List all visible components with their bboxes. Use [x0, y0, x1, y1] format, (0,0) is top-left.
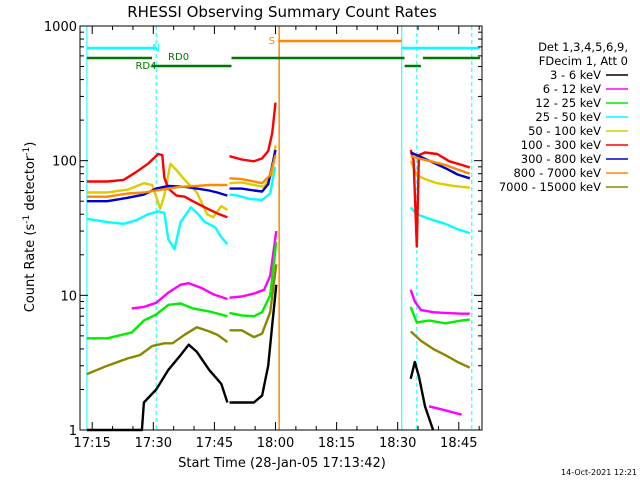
- series-line-7-seg-2: [410, 155, 471, 175]
- series-line-2-seg-2: [409, 306, 470, 325]
- y-tick-label: 1000: [44, 20, 77, 35]
- series-line-6-seg-0: [86, 184, 228, 203]
- y-axis-label-mid: detector: [23, 155, 38, 215]
- y-tick-label: 1: [69, 424, 77, 439]
- series-line-2-seg-1: [229, 241, 278, 318]
- legend-entry-label: 25 - 50 keV: [535, 110, 601, 124]
- plot-frame: [79, 25, 483, 431]
- y-axis-label-main: Count Rate (s: [23, 224, 38, 313]
- legend-entry-label: 7000 - 15000 keV: [499, 180, 601, 194]
- series-line-1-seg-1: [229, 230, 278, 299]
- series-line-5-seg-2: [409, 149, 471, 248]
- series-line-6-seg-2: [410, 151, 471, 180]
- series-line-4-seg-2: [409, 160, 470, 189]
- x-axis-label: Start Time (28-Jan-05 17:13:42): [178, 456, 386, 471]
- legend-entry-label: 12 - 25 keV: [535, 96, 601, 110]
- series-line-8-seg-2: [409, 330, 471, 369]
- series-line-0-seg-2: [409, 360, 435, 431]
- legend-entry-label: 50 - 100 keV: [528, 124, 601, 138]
- y-tick-label: 10: [60, 289, 77, 304]
- series-line-3-seg-0: [86, 206, 229, 251]
- legend-entry-label: 3 - 6 keV: [550, 68, 601, 82]
- series-line-8-seg-1: [229, 264, 278, 339]
- state-label-n: N: [152, 43, 159, 54]
- axes: 17:15 17:30 17:45 18:00 18:15 18:30 18:45 1 10 10…: [44, 20, 483, 451]
- chart-title: RHESSI Observing Summary Count Rates: [127, 3, 437, 21]
- x-tick-label: 17:30: [135, 436, 172, 451]
- state-label-rd0: RD0: [168, 52, 189, 63]
- series-line-2-seg-0: [86, 302, 228, 340]
- legend-header-line: FDecim 1, Att 0: [539, 54, 628, 68]
- y-axis-label: Count Rate (s-1 detector-1): [22, 142, 38, 313]
- series-line-8-seg-0: [86, 326, 229, 376]
- x-tick-label: 18:30: [379, 436, 416, 451]
- x-tick-label: 18:45: [440, 436, 477, 451]
- legend-entry-label: 800 - 7000 keV: [513, 166, 601, 180]
- series-line-3-seg-2: [409, 206, 471, 235]
- legend-entry-label: 6 - 12 keV: [543, 82, 601, 96]
- y-axis-label-sup1: -1: [22, 215, 32, 224]
- series-line-7-seg-0: [86, 183, 228, 198]
- legend-header-line: Det 1,3,4,5,6,9,: [538, 40, 628, 54]
- series-line-0-seg-0: [86, 343, 229, 432]
- series-line-1-seg-2: [409, 289, 470, 315]
- y-axis-label-end: ): [23, 142, 38, 147]
- x-tick-label: 18:15: [318, 436, 355, 451]
- series-line-5-seg-1: [229, 102, 277, 163]
- plot-area: N RD0 RD4 S: [86, 26, 480, 432]
- series-line-4-seg-0: [86, 162, 229, 219]
- x-tick-label: 18:00: [257, 436, 294, 451]
- series-line-3-seg-1: [229, 166, 277, 202]
- y-axis-label-sup2: -1: [22, 147, 32, 156]
- series-line-1-seg-0: [131, 282, 228, 310]
- legend-entry-label: 300 - 800 keV: [521, 152, 601, 166]
- state-label-rd4: RD4: [135, 61, 156, 72]
- footer-timestamp: 14-Oct-2021 12:21: [561, 468, 637, 477]
- legend-entry-label: 100 - 300 keV: [521, 138, 601, 152]
- y-tick-label: 100: [52, 155, 77, 170]
- series-line-0-seg-1: [229, 284, 278, 404]
- state-label-s: S: [269, 36, 275, 47]
- x-tick-label: 17:45: [196, 436, 233, 451]
- legend: Det 1,3,4,5,6,9,FDecim 1, Att 03 - 6 keV…: [499, 40, 628, 194]
- series-line-5-seg-0: [86, 152, 228, 219]
- series-line-1-seg-3: [428, 405, 462, 416]
- series-line-7-seg-1: [229, 154, 277, 185]
- x-tick-label: 17:15: [73, 436, 110, 451]
